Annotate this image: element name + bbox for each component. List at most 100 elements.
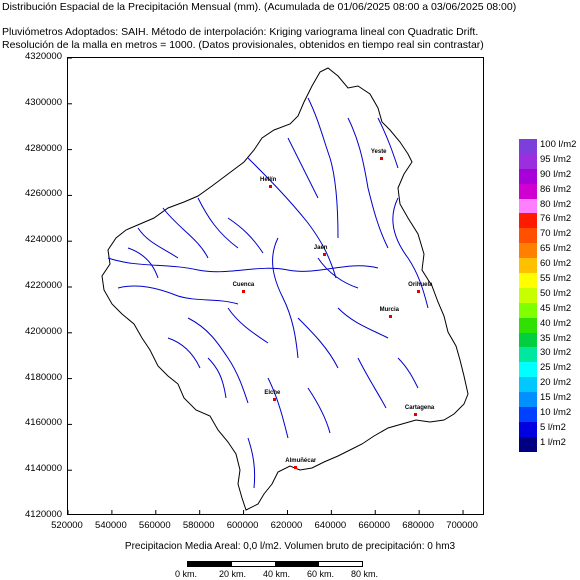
city-marker <box>322 252 326 256</box>
y-tick-label: 4200000 <box>25 325 62 337</box>
legend-label: 90 l/m2 <box>540 168 572 180</box>
legend-label: 15 l/m2 <box>540 392 572 404</box>
scale-segment <box>318 562 362 566</box>
legend-swatch <box>519 273 537 288</box>
legend-swatch <box>519 392 537 408</box>
legend-label: 35 l/m2 <box>540 332 572 344</box>
legend-label: 40 l/m2 <box>540 317 572 329</box>
legend-label: 70 l/m2 <box>540 228 572 240</box>
city-marker <box>273 398 277 402</box>
legend-label: 45 l/m2 <box>540 302 572 314</box>
legend-swatch <box>519 153 537 169</box>
legend-swatch <box>519 332 537 348</box>
y-tick-label: 4140000 <box>25 463 62 475</box>
legend-label: 50 l/m2 <box>540 287 572 299</box>
axis-tick-marks <box>68 58 464 514</box>
legend-swatch <box>519 198 537 214</box>
scale-label: 80 km. <box>351 569 379 579</box>
legend-swatch <box>519 213 537 229</box>
legend-swatch <box>519 317 537 333</box>
y-tick-label: 4300000 <box>25 96 62 108</box>
legend-label: 30 l/m2 <box>540 347 572 359</box>
city-marker <box>241 289 245 293</box>
city-label: Murcia <box>379 306 399 313</box>
legend-swatch <box>519 258 537 274</box>
legend-swatch <box>519 139 537 154</box>
x-tick-label: 700000 <box>446 520 478 531</box>
x-tick-label: 640000 <box>314 520 347 531</box>
city-marker <box>413 413 417 417</box>
legend-swatch <box>519 362 537 378</box>
scale-label: 60 km. <box>307 569 335 579</box>
y-tick-label: 4220000 <box>25 280 62 291</box>
y-tick-label: 4180000 <box>25 371 62 383</box>
x-tick-label: 620000 <box>270 520 303 531</box>
scale-segment <box>231 562 275 566</box>
scale-segment <box>275 562 319 566</box>
legend-label: 80 l/m2 <box>540 198 572 210</box>
legend-label: 65 l/m2 <box>540 243 572 255</box>
x-tick-label: 660000 <box>358 520 391 531</box>
legend-label: 1 l/m2 <box>540 436 566 448</box>
legend-swatch <box>519 243 537 259</box>
x-tick-label: 520000 <box>51 520 83 531</box>
legend-label: 60 l/m2 <box>540 258 572 270</box>
resolution-info: Resolución de la malla en metros = 1000.… <box>2 39 484 51</box>
map-title: Distribución Espacial de la Precipitació… <box>2 1 517 13</box>
legend-swatch <box>519 377 537 393</box>
y-tick-label: 4260000 <box>25 188 62 200</box>
method-info: Pluviómetros Adoptados: SAIH. Método de … <box>2 26 479 38</box>
map-frame <box>67 57 484 515</box>
city-label: Jaén <box>313 244 328 251</box>
city-label: Yeste <box>370 148 387 155</box>
legend-swatch <box>519 347 537 363</box>
city-marker <box>417 289 421 293</box>
legend-swatch <box>519 168 537 184</box>
legend-label: 76 l/m2 <box>540 213 572 225</box>
river-network <box>107 97 429 489</box>
city-label: Orihuela <box>408 281 433 288</box>
legend-label: 55 l/m2 <box>540 273 572 285</box>
scale-label: 40 km. <box>263 569 291 579</box>
basin-boundary <box>101 67 469 511</box>
scale-bar <box>187 561 363 567</box>
basin-map <box>68 58 469 514</box>
legend-label: 95 l/m2 <box>540 153 572 165</box>
legend-label: 25 l/m2 <box>540 362 572 374</box>
legend-label: 5 l/m2 <box>540 421 566 433</box>
legend-swatch <box>519 287 537 303</box>
scale-segment <box>188 562 232 566</box>
city-label: Cartagena <box>404 405 435 412</box>
city-label: Almuñécar <box>285 457 317 464</box>
legend-swatch <box>519 421 537 437</box>
y-tick-label: 4240000 <box>25 234 62 246</box>
legend-swatch <box>519 407 537 422</box>
legend-label: 86 l/m2 <box>540 183 572 195</box>
city-marker <box>294 465 298 469</box>
x-tick-label: 580000 <box>182 520 215 531</box>
x-tick-label: 560000 <box>138 520 171 531</box>
legend-swatch <box>519 436 537 452</box>
scale-label: 0 km. <box>175 569 198 579</box>
x-tick-label: 540000 <box>95 520 127 531</box>
city-marker <box>269 185 272 189</box>
legend-swatch <box>519 228 537 244</box>
y-tick-label: 4280000 <box>25 142 62 154</box>
areal-precipitation-summary: Precipitacion Media Areal: 0,0 l/m2. Vol… <box>124 541 456 552</box>
legend-swatch <box>519 183 537 199</box>
x-tick-label: 680000 <box>402 520 434 531</box>
legend-label: 100 l/m2 <box>540 139 577 150</box>
city-label: Hellín <box>260 177 277 184</box>
legend-label: 10 l/m2 <box>540 407 572 419</box>
scale-label: 20 km. <box>219 569 247 579</box>
x-tick-label: 600000 <box>226 520 259 531</box>
city-label: Elche <box>264 390 281 397</box>
y-tick-label: 4120000 <box>25 509 62 520</box>
city-label: Cuenca <box>232 281 255 288</box>
city-marker <box>379 156 383 160</box>
y-tick-label: 4160000 <box>25 417 62 429</box>
city-marker <box>388 314 392 318</box>
legend-label: 20 l/m2 <box>540 377 572 389</box>
y-tick-label: 4320000 <box>25 51 62 62</box>
legend-swatch <box>519 302 537 318</box>
